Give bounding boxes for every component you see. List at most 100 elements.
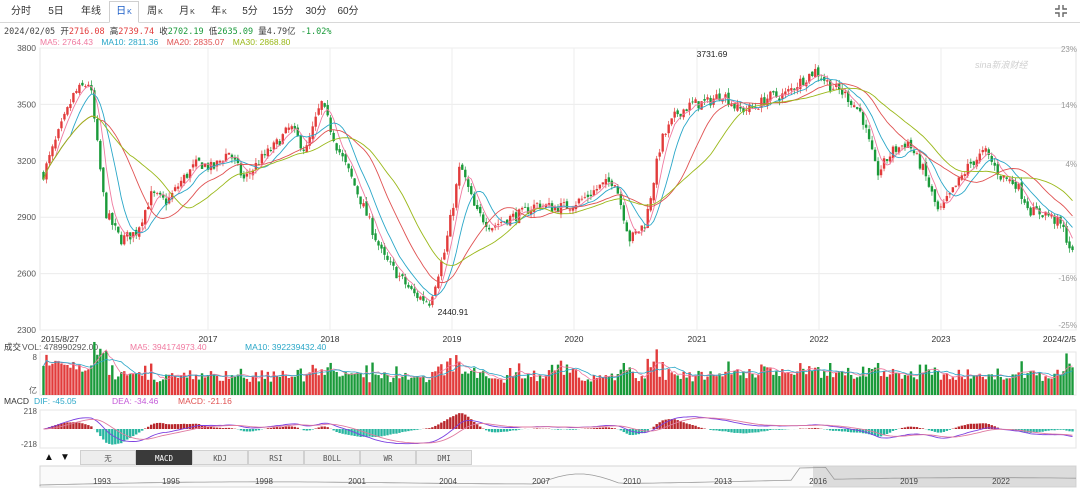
indicator-tab-wr[interactable]: WR xyxy=(360,450,416,465)
macd-bar xyxy=(284,426,287,429)
volume-bar xyxy=(42,365,45,395)
volume-bar xyxy=(383,372,386,395)
volume-bar xyxy=(392,377,395,395)
macd-bar xyxy=(111,429,114,445)
volume-bar xyxy=(529,377,533,395)
volume-bar xyxy=(254,372,258,395)
candle-body xyxy=(817,67,820,77)
candle-body xyxy=(57,129,60,139)
x-tick-label: 2022 xyxy=(810,334,829,344)
volume-bar xyxy=(437,366,440,395)
volume-bar xyxy=(990,374,993,395)
candle-body xyxy=(969,161,972,164)
indicator-tab-kdj[interactable]: KDJ xyxy=(192,450,248,465)
macd-bar xyxy=(66,422,69,429)
macd-bar xyxy=(598,427,602,429)
macd-bar xyxy=(942,429,946,432)
candle-body xyxy=(1017,183,1020,190)
candle-body xyxy=(760,97,763,108)
tab-7[interactable]: 5分 xyxy=(237,3,263,21)
candle-body xyxy=(688,102,691,111)
candle-body xyxy=(60,121,63,129)
macd-bar xyxy=(694,425,697,429)
macd-bar xyxy=(760,429,763,432)
indicator-tab-macd[interactable]: MACD xyxy=(136,450,192,465)
overview-line xyxy=(39,466,1077,486)
candle-body xyxy=(936,201,940,210)
macd-bar xyxy=(751,429,754,433)
tab-6[interactable]: 年K xyxy=(205,3,233,21)
scroll-down-button[interactable]: ▼ xyxy=(60,452,70,463)
candle-body xyxy=(146,206,150,210)
candle-body xyxy=(1056,217,1059,226)
pct-tick-label: -16% xyxy=(1058,274,1077,283)
macd-bar xyxy=(425,428,428,429)
tab-5[interactable]: 月K xyxy=(173,3,201,21)
candle-body xyxy=(446,235,449,252)
volume-bar xyxy=(395,366,398,395)
candle-body xyxy=(640,225,643,231)
x-tick-label: 2018 xyxy=(321,334,340,344)
volume-bar xyxy=(461,373,464,395)
tab-2[interactable]: 年线 xyxy=(74,3,108,21)
tab-4[interactable]: 周K xyxy=(141,3,169,21)
overview-year-label: 2007 xyxy=(532,477,550,486)
volume-bar xyxy=(146,379,150,395)
indicator-tab-dmi[interactable]: DMI xyxy=(416,450,472,465)
candle-body xyxy=(832,88,835,90)
candle-body xyxy=(882,158,886,169)
macd-bar xyxy=(754,429,757,433)
scroll-up-button[interactable]: ▲ xyxy=(44,452,54,463)
volume-bar xyxy=(760,364,763,395)
macd-value: MACD: -21.16 xyxy=(178,396,232,406)
macd-frame xyxy=(39,409,1077,449)
volume-bar xyxy=(1056,369,1059,395)
volume-bar xyxy=(236,374,240,395)
indicator-tab-rsi[interactable]: RSI xyxy=(248,450,304,465)
volume-bar xyxy=(580,380,584,395)
volume-bar xyxy=(787,372,790,395)
macd-bar xyxy=(470,419,473,429)
candle-body xyxy=(646,208,649,228)
macd-bar xyxy=(775,429,778,430)
macd-bar xyxy=(646,429,649,431)
candle-body xyxy=(84,86,87,87)
candle-body xyxy=(194,159,198,167)
volume-title: 成交 xyxy=(4,342,22,352)
candle-body xyxy=(855,107,859,109)
volume-bar xyxy=(832,377,835,395)
macd-bar xyxy=(413,429,416,431)
ma20-legend: MA20: 2835.07 xyxy=(166,37,225,47)
volume-bar xyxy=(152,379,156,395)
volume-bar xyxy=(742,371,745,395)
volume-bar xyxy=(562,374,566,395)
candle-body xyxy=(1065,226,1068,243)
volume-bar xyxy=(906,375,910,395)
shrink-icon[interactable] xyxy=(1052,2,1070,20)
volume-bar xyxy=(625,370,628,395)
candle-body xyxy=(592,190,596,196)
candle-body xyxy=(308,137,311,146)
candle-body xyxy=(302,149,305,151)
macd-bar xyxy=(452,416,455,429)
tab-8[interactable]: 15分 xyxy=(268,3,298,21)
indicator-tab-boll[interactable]: BOLL xyxy=(304,450,360,465)
tab-9[interactable]: 30分 xyxy=(303,3,329,21)
volume-bar xyxy=(200,373,204,395)
indicator-tab-无[interactable]: 无 xyxy=(80,450,136,465)
macd-bar xyxy=(676,420,679,429)
tab-10[interactable]: 60分 xyxy=(334,3,362,21)
tab-0[interactable]: 分时 xyxy=(6,3,36,21)
volume-bar xyxy=(126,375,129,395)
macd-bar xyxy=(81,423,84,429)
volume-bar xyxy=(332,370,335,395)
overview-year-label: 1998 xyxy=(255,477,273,486)
volume-bar xyxy=(446,361,449,395)
candle-body xyxy=(479,206,482,214)
tab-1[interactable]: 5日 xyxy=(42,3,70,21)
macd-bar xyxy=(870,429,874,435)
volume-bar xyxy=(338,376,341,395)
tab-3[interactable]: 日K xyxy=(109,1,139,23)
volume-bar xyxy=(260,370,264,395)
